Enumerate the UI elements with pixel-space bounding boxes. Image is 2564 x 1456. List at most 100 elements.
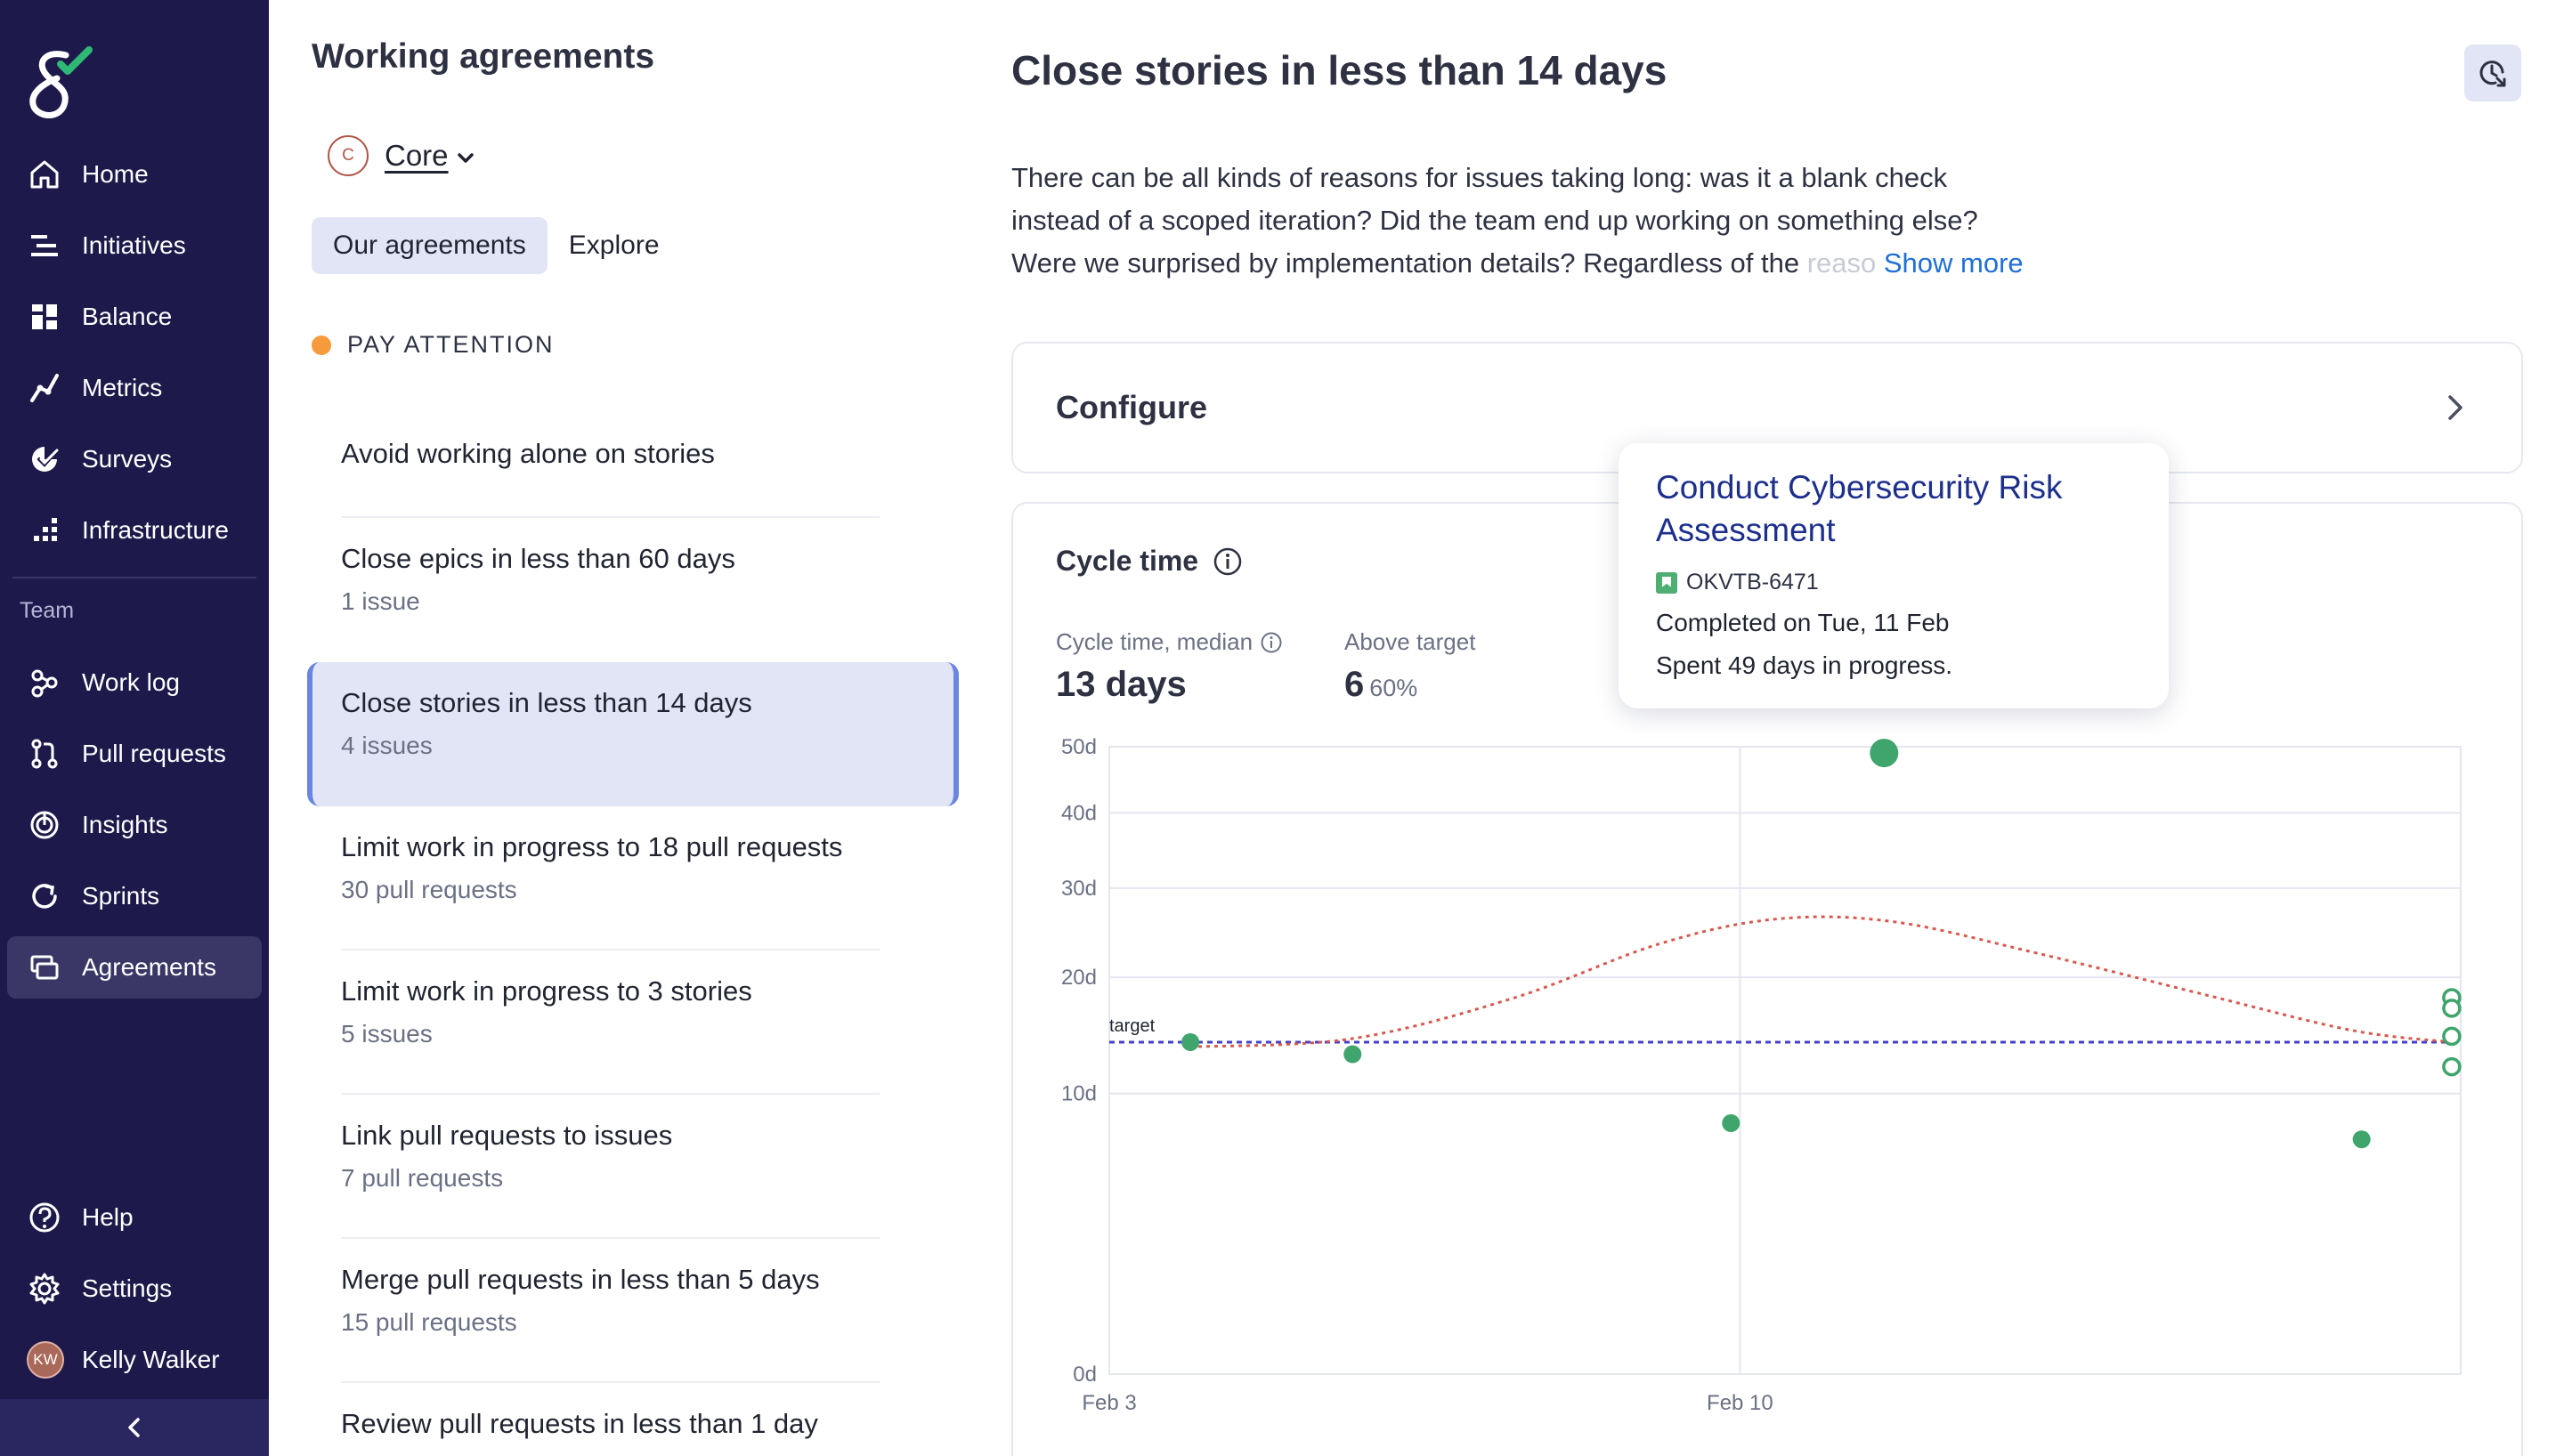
- stat-percent: 60%: [1369, 675, 1418, 701]
- sidebar-item-label: Sprints: [82, 882, 160, 910]
- group-label: PAY ATTENTION: [347, 331, 555, 358]
- surveys-icon: [25, 440, 64, 479]
- user-profile[interactable]: KW Kelly Walker: [7, 1329, 262, 1391]
- y-tick-label: 20d: [1061, 966, 1097, 990]
- stat-label-text: Cycle time, median: [1056, 628, 1254, 655]
- sidebar-item-work-log[interactable]: Work log: [7, 651, 262, 714]
- sidebar-item-label: Surveys: [82, 445, 173, 473]
- list-item-selected[interactable]: Close stories in less than 14 days 4 iss…: [307, 662, 959, 806]
- user-name: Kelly Walker: [82, 1346, 220, 1373]
- team-name: Core: [385, 139, 449, 172]
- sidebar-item-metrics[interactable]: Metrics: [7, 357, 262, 419]
- list-item[interactable]: Limit work in progress to 18 pull reques…: [312, 806, 924, 950]
- tab-explore[interactable]: Explore: [568, 231, 660, 260]
- in-progress-point: [2442, 999, 2462, 1018]
- sidebar-item-label: Help: [82, 1203, 134, 1231]
- divider: [341, 516, 880, 518]
- show-more-link[interactable]: Show more: [1883, 247, 2024, 279]
- data-point: [1870, 739, 1899, 768]
- sidebar-item-insights[interactable]: Insights: [7, 794, 262, 856]
- collapse-sidebar-button[interactable]: [0, 1399, 269, 1456]
- pull-request-icon: [25, 734, 64, 773]
- history-icon: [2479, 61, 2506, 87]
- tab-our-agreements[interactable]: Our agreements: [312, 217, 548, 274]
- agreement-description: There can be all kinds of reasons for is…: [1011, 157, 2106, 285]
- divider: [341, 949, 880, 950]
- sidebar-item-surveys[interactable]: Surveys: [7, 428, 262, 490]
- sidebar-item-balance[interactable]: Balance: [7, 286, 262, 348]
- stat-above-target: Above target 6 60%: [1344, 628, 1475, 705]
- list-item[interactable]: Avoid working alone on stories: [312, 411, 924, 518]
- sidebar-item-label: Work log: [82, 668, 180, 696]
- agreement-title: Limit work in progress to 3 stories: [341, 975, 752, 1007]
- data-point: [1722, 1114, 1740, 1132]
- sidebar-item-settings[interactable]: Settings: [7, 1258, 262, 1320]
- list-item[interactable]: Link pull requests to issues 7 pull requ…: [312, 1095, 924, 1239]
- work-log-icon: [25, 663, 64, 702]
- data-point: [1181, 1032, 1200, 1051]
- agreement-count: 7 pull requests: [341, 1164, 504, 1192]
- description-line-last: Were we surprised by implementation deta…: [1011, 242, 2106, 285]
- sidebar-item-sprints[interactable]: Sprints: [7, 865, 262, 927]
- gear-icon: [25, 1269, 64, 1308]
- y-tick-label: 50d: [1061, 735, 1097, 759]
- infrastructure-icon: [25, 511, 64, 550]
- agreements-icon: [25, 948, 64, 987]
- sidebar-item-help[interactable]: Help: [7, 1186, 262, 1249]
- description-line: There can be all kinds of reasons for is…: [1011, 162, 1948, 193]
- sidebar-item-home[interactable]: Home: [7, 143, 262, 206]
- app-logo[interactable]: [20, 43, 101, 125]
- agreement-count: 4 issues: [341, 732, 433, 759]
- y-tick-label: 10d: [1061, 1082, 1097, 1106]
- agreement-count: 30 pull requests: [341, 876, 517, 903]
- agreements-list: Avoid working alone on stories Close epi…: [307, 411, 959, 1456]
- sidebar-item-label: Agreements: [82, 953, 216, 981]
- list-item[interactable]: Limit work in progress to 3 stories 5 is…: [312, 950, 924, 1095]
- in-progress-point: [2442, 1056, 2462, 1077]
- sidebar-item-label: Insights: [82, 811, 168, 838]
- agreement-title: Close stories in less than 14 days: [341, 687, 752, 718]
- stat-value: 13 days: [1056, 665, 1187, 704]
- panel-title: Working agreements: [312, 37, 655, 76]
- stat-label-text: Above target: [1344, 628, 1476, 655]
- agreement-title: Limit work in progress to 18 pull reques…: [341, 831, 843, 862]
- configure-label: Configure: [1056, 389, 1207, 425]
- issue-key: OKVTB-6471: [1686, 570, 1819, 595]
- list-item[interactable]: Review pull requests in less than 1 day: [312, 1383, 924, 1456]
- target-label: target: [1109, 1016, 1156, 1036]
- tooltip-issue-title[interactable]: Conduct Cybersecurity Risk Assessment: [1656, 469, 2063, 548]
- agreement-count: 15 pull requests: [341, 1308, 517, 1336]
- tooltip-issue-key: OKVTB-6471: [1656, 570, 1819, 595]
- history-button[interactable]: [2464, 44, 2521, 101]
- tooltip-completed: Completed on Tue, 11 Feb: [1656, 609, 1950, 636]
- agreement-title: Close epics in less than 60 days: [341, 543, 735, 574]
- sidebar-item-label: Pull requests: [82, 740, 226, 767]
- sidebar-item-infrastructure[interactable]: Infrastructure: [7, 499, 262, 562]
- cycle-time-chart[interactable]: 0d 10d 20d 30d 40d 50d Feb 3 Feb 10 target: [1013, 504, 2525, 1456]
- divider: [341, 1381, 880, 1383]
- sidebar-divider: [12, 577, 256, 578]
- agreement-count: 5 issues: [341, 1020, 433, 1048]
- sidebar-item-label: Settings: [82, 1274, 173, 1302]
- plot-frame: [1108, 746, 2462, 1375]
- team-selector[interactable]: C Core: [328, 135, 477, 176]
- description-line: instead of a scoped iteration? Did the t…: [1011, 205, 1978, 236]
- list-item[interactable]: Close epics in less than 60 days 1 issue: [312, 518, 924, 662]
- data-point: [2352, 1130, 2371, 1149]
- insights-icon: [25, 805, 64, 845]
- sidebar: Home Initiatives Balance Metrics Surveys…: [0, 0, 269, 1456]
- in-progress-point: [2442, 1026, 2462, 1047]
- sidebar-item-label: Infrastructure: [82, 516, 229, 544]
- y-tick-label: 40d: [1061, 801, 1097, 825]
- group-header: PAY ATTENTION: [312, 331, 555, 359]
- info-icon[interactable]: [1213, 546, 1243, 577]
- sidebar-item-label: Balance: [82, 303, 173, 330]
- stat-label: Cycle time, median: [1056, 628, 1283, 656]
- sidebar-item-initiatives[interactable]: Initiatives: [7, 214, 262, 277]
- y-tick-label: 0d: [1073, 1363, 1097, 1387]
- info-icon[interactable]: [1260, 631, 1283, 654]
- sidebar-item-agreements[interactable]: Agreements: [7, 936, 262, 999]
- sidebar-item-pull-requests[interactable]: Pull requests: [7, 723, 262, 785]
- page-title: Close stories in less than 14 days: [1011, 47, 1667, 93]
- list-item[interactable]: Merge pull requests in less than 5 days …: [312, 1239, 924, 1383]
